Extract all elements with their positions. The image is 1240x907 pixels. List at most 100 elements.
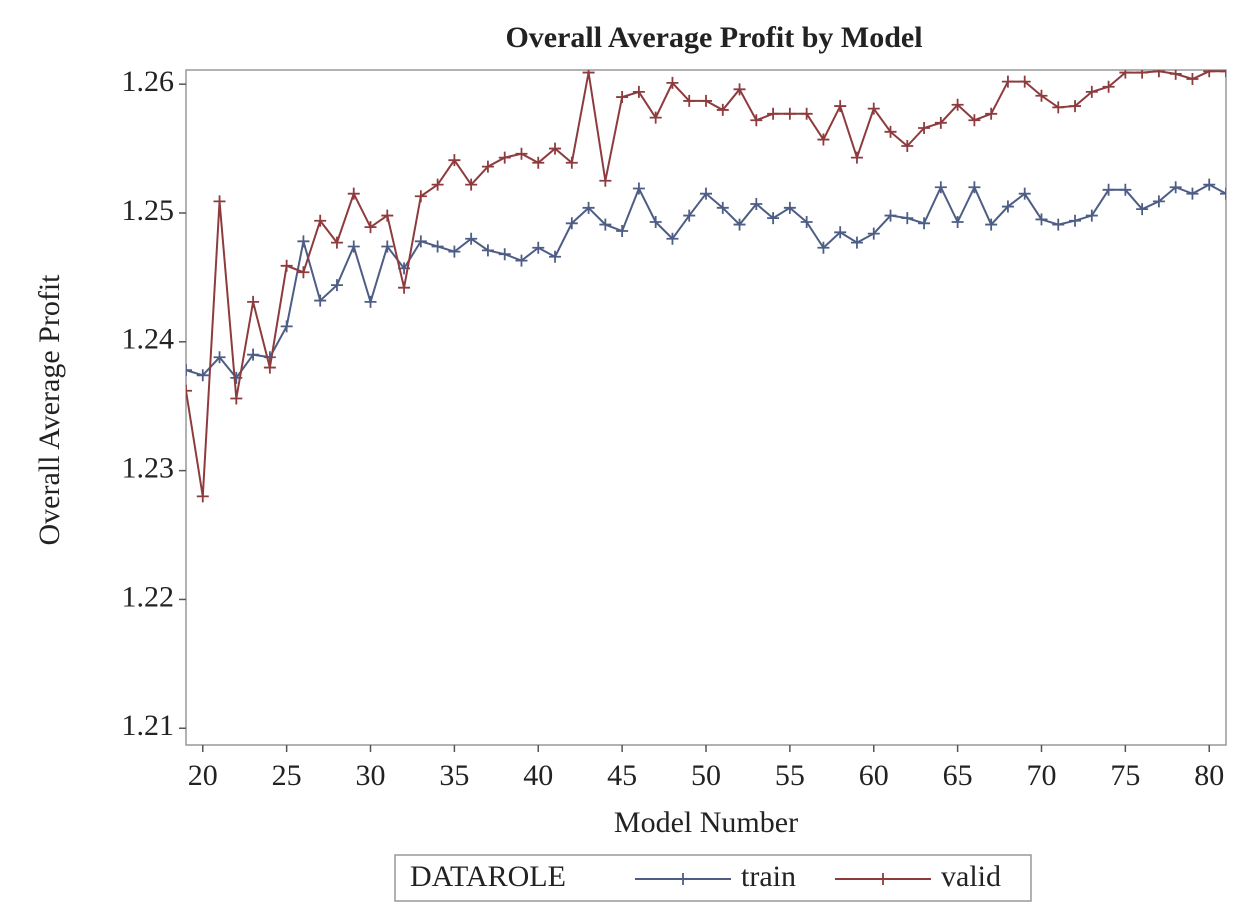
point-marker <box>247 348 260 361</box>
legend-label: train <box>741 860 796 893</box>
point-marker <box>314 214 327 227</box>
point-marker <box>1220 187 1226 200</box>
point-marker <box>834 100 847 113</box>
point-marker <box>616 225 629 238</box>
point-marker <box>1169 70 1182 80</box>
legend-marker <box>677 873 689 885</box>
x-tick-label: 55 <box>775 759 805 792</box>
point-marker <box>347 187 360 200</box>
point-marker <box>800 216 813 229</box>
point-marker <box>1102 80 1115 93</box>
point-marker <box>381 240 394 253</box>
point-marker <box>1001 200 1014 213</box>
point-marker <box>280 259 293 272</box>
point-marker <box>767 107 780 120</box>
x-tick-label: 60 <box>859 759 889 792</box>
point-marker <box>532 156 545 169</box>
x-tick-label: 80 <box>1194 759 1224 792</box>
point-marker <box>330 236 343 249</box>
point-marker <box>1136 70 1149 79</box>
point-marker <box>716 103 729 116</box>
point-marker <box>582 70 595 79</box>
point-marker <box>515 147 528 160</box>
point-marker <box>186 364 192 377</box>
point-marker <box>649 216 662 229</box>
point-marker <box>733 83 746 96</box>
x-axis-label: Model Number <box>614 806 798 839</box>
point-marker <box>565 156 578 169</box>
point-marker <box>716 201 729 214</box>
x-tick-label: 25 <box>272 759 302 792</box>
point-marker <box>465 178 478 191</box>
point-marker <box>733 218 746 231</box>
point-marker <box>213 195 226 208</box>
point-marker <box>884 125 897 138</box>
point-marker <box>934 116 947 129</box>
point-marker <box>1035 213 1048 226</box>
point-marker <box>398 281 411 294</box>
legend-marker <box>877 873 889 885</box>
point-marker <box>532 241 545 254</box>
point-marker <box>767 212 780 225</box>
point-marker <box>549 142 562 155</box>
point-marker <box>783 107 796 120</box>
x-tick-label: 75 <box>1110 759 1140 792</box>
y-tick-label: 1.24 <box>122 323 175 356</box>
point-marker <box>314 294 327 307</box>
x-tick-label: 20 <box>188 759 218 792</box>
point-marker <box>263 351 276 364</box>
point-marker <box>867 102 880 115</box>
point-marker <box>448 154 461 167</box>
point-marker <box>381 209 394 222</box>
point-marker <box>700 187 712 200</box>
point-marker <box>364 295 377 308</box>
point-marker <box>666 76 679 89</box>
point-marker <box>834 226 847 239</box>
point-marker <box>1203 70 1216 78</box>
point-marker <box>230 392 243 405</box>
point-marker <box>196 369 209 382</box>
point-marker <box>431 240 444 253</box>
point-marker <box>565 217 578 230</box>
point-marker <box>934 181 947 194</box>
point-marker <box>1136 203 1149 216</box>
point-marker <box>1186 187 1199 200</box>
legend-label: valid <box>941 860 1001 893</box>
point-marker <box>1186 73 1199 86</box>
point-marker <box>1035 89 1048 102</box>
point-marker <box>968 181 981 194</box>
point-marker <box>683 209 696 222</box>
x-tick-label: 30 <box>356 759 386 792</box>
point-marker <box>1119 183 1132 196</box>
point-marker <box>330 279 343 292</box>
point-marker <box>1018 75 1031 88</box>
point-marker <box>783 201 796 214</box>
point-marker <box>700 94 712 107</box>
point-marker <box>683 94 696 107</box>
point-marker <box>968 114 981 127</box>
point-marker <box>1152 70 1165 78</box>
y-tick-label: 1.25 <box>122 194 175 227</box>
point-marker <box>632 182 645 195</box>
point-marker <box>951 216 964 229</box>
point-marker <box>1220 70 1226 78</box>
point-marker <box>1069 214 1082 227</box>
point-marker <box>347 240 360 253</box>
point-marker <box>750 197 763 210</box>
point-marker <box>515 254 528 267</box>
chart-title: Overall Average Profit by Model <box>505 21 922 54</box>
point-marker <box>599 218 612 231</box>
point-marker <box>1119 70 1132 79</box>
y-tick-label: 1.21 <box>122 709 175 742</box>
point-marker <box>850 236 863 249</box>
point-marker <box>1085 209 1098 222</box>
point-marker <box>666 232 679 245</box>
point-marker <box>364 221 377 234</box>
point-marker <box>616 91 629 104</box>
point-marker <box>414 190 427 203</box>
point-marker <box>1052 101 1065 114</box>
point-marker <box>918 217 931 230</box>
point-marker <box>186 384 192 397</box>
x-tick-label: 70 <box>1026 759 1056 792</box>
x-tick-label: 50 <box>691 759 721 792</box>
